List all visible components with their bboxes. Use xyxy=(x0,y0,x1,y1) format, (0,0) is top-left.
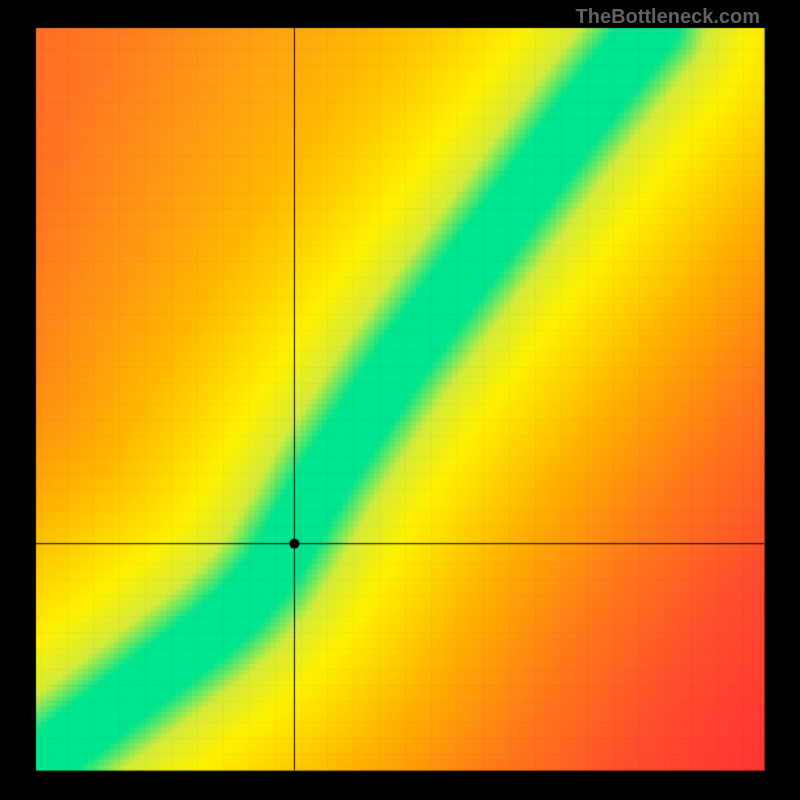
watermark-text: TheBottleneck.com xyxy=(576,6,760,29)
bottleneck-heatmap-canvas xyxy=(0,0,800,800)
chart-container: TheBottleneck.com xyxy=(0,0,800,800)
